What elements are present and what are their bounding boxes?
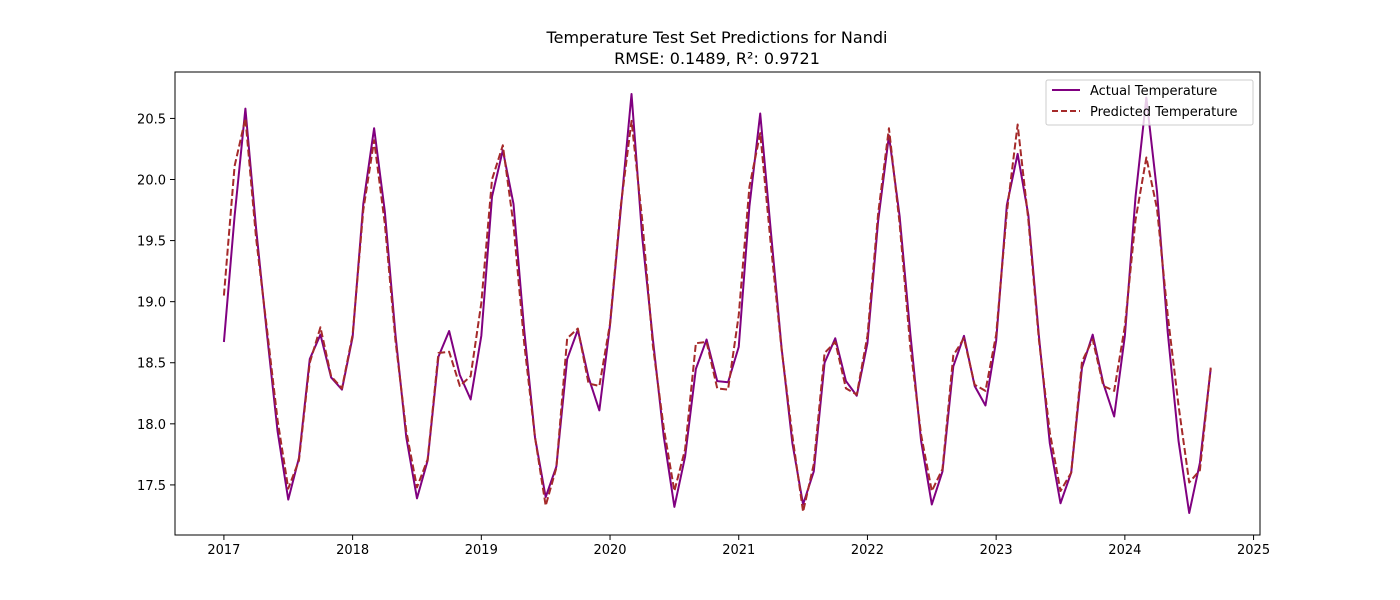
x-tick-label: 2017 xyxy=(207,543,240,558)
chart-title: Temperature Test Set Predictions for Nan… xyxy=(546,28,888,47)
x-axis: 2017 2018 2019 2020 2021 2022 2023 2024 2025 xyxy=(207,535,1270,558)
x-tick-label: 2025 xyxy=(1237,543,1270,558)
y-tick-label: 17.5 xyxy=(137,479,166,494)
x-tick-label: 2018 xyxy=(336,543,369,558)
y-tick-label: 19.0 xyxy=(137,296,166,311)
y-tick-label: 20.0 xyxy=(137,174,166,189)
chart-subtitle: RMSE: 0.1489, R²: 0.9721 xyxy=(614,49,820,68)
legend-box xyxy=(1045,79,1254,126)
x-tick-label: 2021 xyxy=(722,543,755,558)
x-tick-label: 2023 xyxy=(980,543,1013,558)
y-tick-label: 18.5 xyxy=(137,357,166,372)
legend-label-predicted: Predicted Temperature xyxy=(1090,105,1238,120)
x-tick-label: 2022 xyxy=(851,543,884,558)
x-tick-label: 2024 xyxy=(1108,543,1141,558)
y-tick-label: 19.5 xyxy=(137,235,166,250)
plot-frame xyxy=(174,71,1261,536)
y-tick-label: 20.5 xyxy=(137,112,166,127)
x-tick-label: 2019 xyxy=(465,543,498,558)
series-layer xyxy=(222,92,1212,515)
y-tick-label: 18.0 xyxy=(137,418,166,433)
predicted-temperature-line xyxy=(222,117,1212,513)
x-tick-label: 2020 xyxy=(593,543,626,558)
legend-label-actual: Actual Temperature xyxy=(1090,84,1217,99)
chart-legend: Actual Temperature Predicted Temperature xyxy=(1045,79,1254,126)
y-axis: 17.5 18.0 18.5 19.0 19.5 20.0 20.5 xyxy=(137,112,175,494)
